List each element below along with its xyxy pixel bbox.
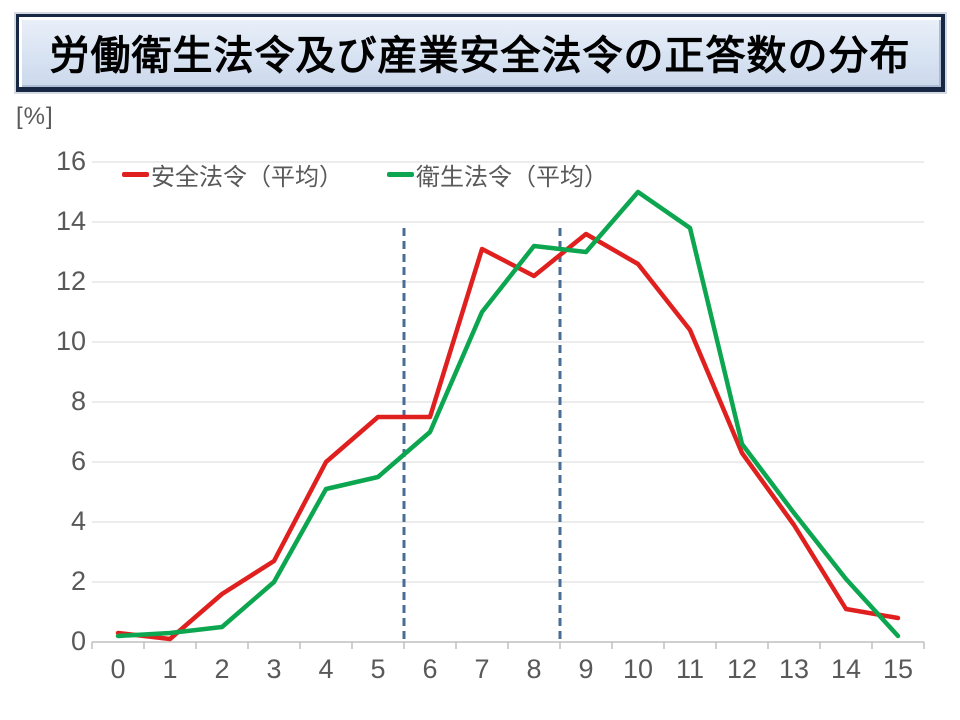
x-tick-label: 12: [726, 654, 758, 684]
legend-item-hygiene-law: 衛生法令（平均）: [387, 157, 608, 192]
series-line-1: [115, 189, 901, 639]
legend-swatch-safety-law: [122, 172, 149, 177]
x-tick-label: 9: [578, 654, 594, 684]
x-tick-label: 7: [474, 654, 490, 684]
y-tick-label: 4: [70, 505, 86, 536]
legend-label-safety-law: 安全法令（平均）: [151, 164, 343, 191]
x-tick-label: 10: [622, 654, 654, 684]
x-tick-label: 0: [110, 654, 126, 684]
y-tick-label: 14: [55, 205, 86, 236]
x-tick-label: 11: [675, 654, 705, 684]
x-tick-label: 4: [318, 654, 334, 684]
y-tick-label: 8: [70, 385, 86, 416]
legend-item-safety-law: 安全法令（平均）: [122, 157, 343, 192]
chart-title-box: 労働衛生法令及び産業安全法令の正答数の分布: [16, 14, 945, 92]
x-tick-label: 5: [370, 654, 386, 684]
y-tick-label: 16: [55, 145, 86, 176]
y-tick-label: 0: [70, 625, 86, 656]
legend-label-hygiene-law: 衛生法令（平均）: [416, 164, 608, 191]
y-tick-label: 10: [55, 325, 86, 356]
y-tick-label: 12: [55, 265, 86, 296]
y-tick-label: 6: [70, 445, 86, 476]
x-tick-label: 15: [882, 654, 914, 684]
x-tick-label: 13: [778, 654, 810, 684]
series-line-0: [115, 231, 901, 642]
x-tick-label: 3: [266, 654, 282, 684]
x-tick-label: 2: [214, 654, 230, 684]
x-tick-label: 1: [162, 654, 178, 684]
y-tick-label: 2: [70, 565, 86, 596]
x-tick-label: 6: [422, 654, 438, 684]
chart-title: 労働衛生法令及び産業安全法令の正答数の分布: [49, 34, 911, 78]
x-tick-label: 14: [830, 654, 862, 684]
legend-swatch-hygiene-law: [387, 172, 414, 177]
legend: 安全法令（平均） 衛生法令（平均）: [122, 157, 608, 192]
x-tick-label: 8: [526, 654, 542, 684]
y-axis-unit-label: [%]: [16, 103, 54, 130]
